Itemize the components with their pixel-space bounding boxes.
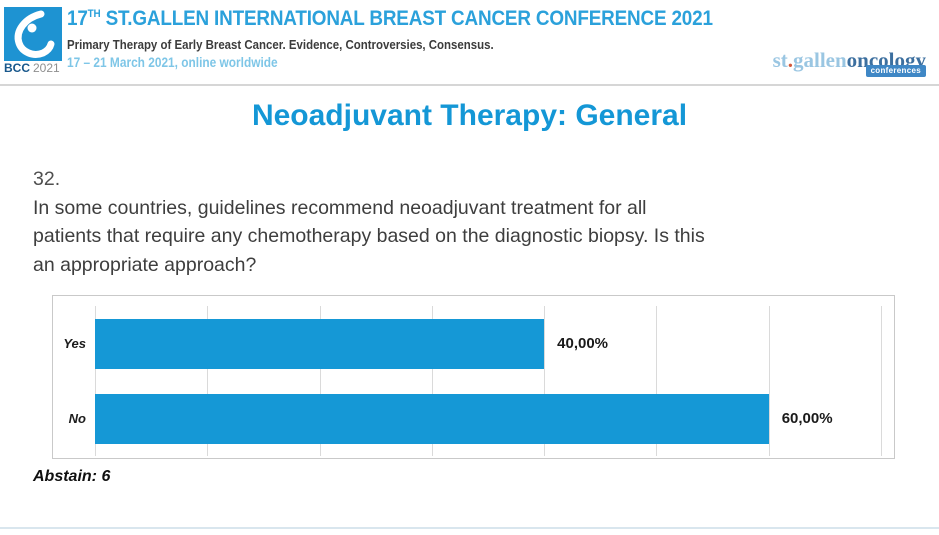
gridline [431, 306, 433, 456]
bar-rows: 40,00% 60,00% [95, 306, 881, 456]
bar-row-yes: 40,00% [95, 306, 881, 381]
bcc-logo-year: 2021 [33, 61, 60, 75]
gridline [319, 306, 321, 456]
gridline [656, 306, 658, 456]
conference-subtitle: Primary Therapy of Early Breast Cancer. … [67, 37, 494, 52]
bcc-logo-text: BCC [4, 61, 30, 75]
header-divider [0, 84, 939, 86]
conference-title-rest: ST.GALLEN INTERNATIONAL BREAST CANCER CO… [100, 7, 713, 30]
bottom-edge-line [0, 527, 939, 529]
question-line: In some countries, guidelines recommend … [33, 196, 647, 219]
bar-row-no: 60,00% [95, 381, 881, 456]
category-label-yes: Yes [63, 336, 86, 351]
question-number: 32. [33, 168, 61, 190]
plot-area: 40,00% 60,00% [95, 306, 882, 456]
bar-value-label-yes: 40,00% [557, 335, 609, 352]
gridline [881, 306, 882, 456]
question-line: an appropriate approach? [33, 253, 257, 276]
conference-title-ordinal: TH [87, 8, 101, 20]
grid-layer [95, 306, 882, 456]
category-label-no: No [68, 411, 86, 426]
question-line: patients that require any chemotherapy b… [33, 225, 705, 247]
bcc-logo-caption: BCC 2021 [4, 61, 74, 75]
brand-dot: . [787, 48, 793, 72]
conference-title-number: 17 [67, 7, 88, 30]
bar-yes [95, 318, 545, 369]
abstain-label: Abstain: 6 [33, 468, 111, 485]
gridline [95, 306, 96, 456]
header-text-block: 17TH ST.GALLEN INTERNATIONAL BREAST CANC… [67, 7, 785, 70]
conference-title: 17TH ST.GALLEN INTERNATIONAL BREAST CANC… [67, 7, 713, 31]
conference-dates: 17 – 21 March 2021, online worldwide [67, 55, 278, 70]
bcc-logo-icon [4, 7, 62, 61]
conferences-chip: conferences [865, 65, 926, 77]
question-block: 32. In some countries, guidelines recomm… [33, 165, 885, 279]
gridline [207, 306, 209, 456]
bar-no [95, 393, 769, 444]
poll-bar-chart: Yes No 40,00% 60,00% [52, 295, 895, 459]
category-gutter: Yes No [53, 306, 95, 456]
gridline [544, 306, 546, 456]
slide-title: Neoadjuvant Therapy: General [251, 99, 688, 132]
bar-value-label-no: 60,00% [781, 410, 833, 427]
stgallen-oncology-logo: st.gallenoncology conferences [773, 49, 926, 77]
gridline [768, 306, 770, 456]
